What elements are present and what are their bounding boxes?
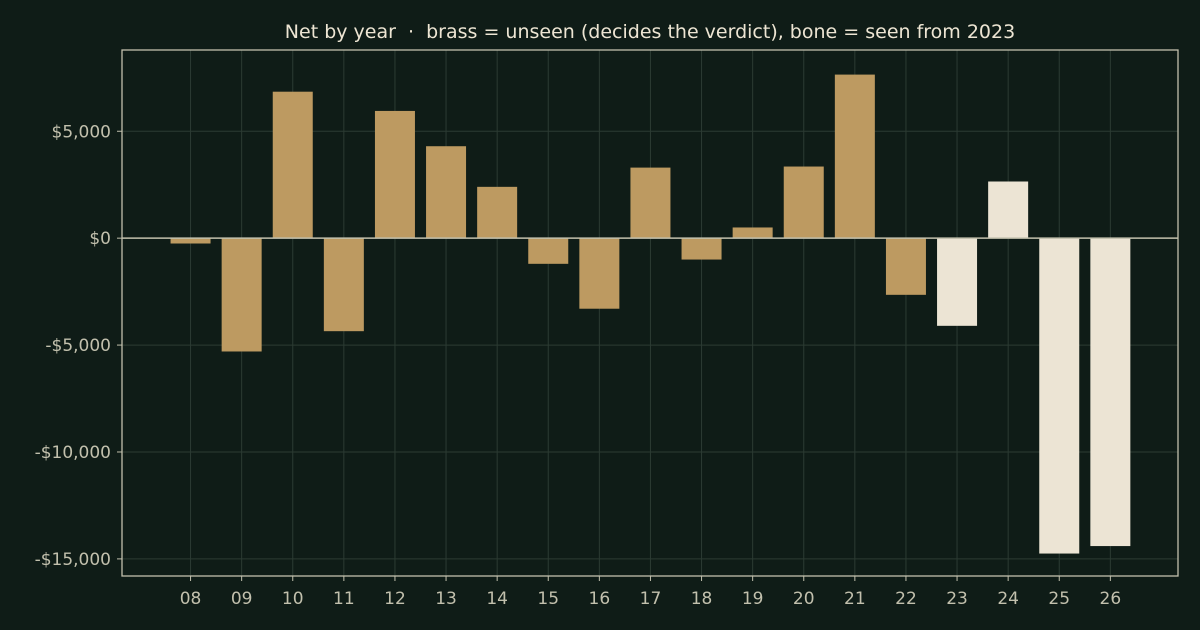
bar [937, 238, 978, 326]
y-tick-label: -$5,000 [45, 336, 111, 356]
bar [988, 181, 1029, 239]
x-tick-label: 25 [1048, 589, 1070, 609]
bar [834, 74, 875, 239]
bar [528, 238, 569, 264]
bar [783, 166, 824, 239]
bar [323, 238, 364, 332]
x-tick-label: 12 [384, 589, 406, 609]
x-tick-label: 24 [997, 589, 1019, 609]
bar [1039, 238, 1080, 554]
bar [885, 238, 926, 295]
x-tick-label: 18 [691, 589, 713, 609]
x-tick-label: 21 [844, 589, 866, 609]
y-tick-label: $0 [89, 229, 111, 249]
bar [426, 146, 467, 239]
bar [374, 110, 415, 239]
x-tick-label: 23 [946, 589, 968, 609]
x-tick-label: 10 [282, 589, 304, 609]
x-tick-label: 13 [435, 589, 457, 609]
x-tick-label: 09 [231, 589, 253, 609]
y-tick-label: $5,000 [52, 122, 111, 142]
y-tick-label: -$15,000 [35, 550, 111, 570]
x-tick-label: 11 [333, 589, 355, 609]
x-tick-label: 08 [180, 589, 202, 609]
bar [681, 238, 722, 260]
bar [732, 227, 773, 239]
bar [477, 186, 518, 239]
bar [221, 238, 262, 352]
x-tick-label: 17 [640, 589, 662, 609]
x-tick-label: 16 [589, 589, 611, 609]
bar [272, 91, 313, 239]
y-tick-label: -$10,000 [35, 443, 111, 463]
x-tick-label: 15 [537, 589, 559, 609]
x-tick-label: 20 [793, 589, 815, 609]
bar [1090, 238, 1131, 547]
chart-title: Net by year · brass = unseen (decides th… [285, 21, 1015, 43]
x-tick-label: 19 [742, 589, 764, 609]
bar [630, 167, 671, 239]
bar [170, 238, 211, 244]
bar [579, 238, 620, 309]
axis-layer: $5,000 $0 -$5,000 -$10,000 -$15,000 08 09 10 11 1… [35, 49, 1179, 609]
x-tick-label: 26 [1100, 589, 1122, 609]
x-tick-label: 22 [895, 589, 917, 609]
x-tick-label: 14 [486, 589, 508, 609]
bar-layer [170, 74, 1131, 554]
